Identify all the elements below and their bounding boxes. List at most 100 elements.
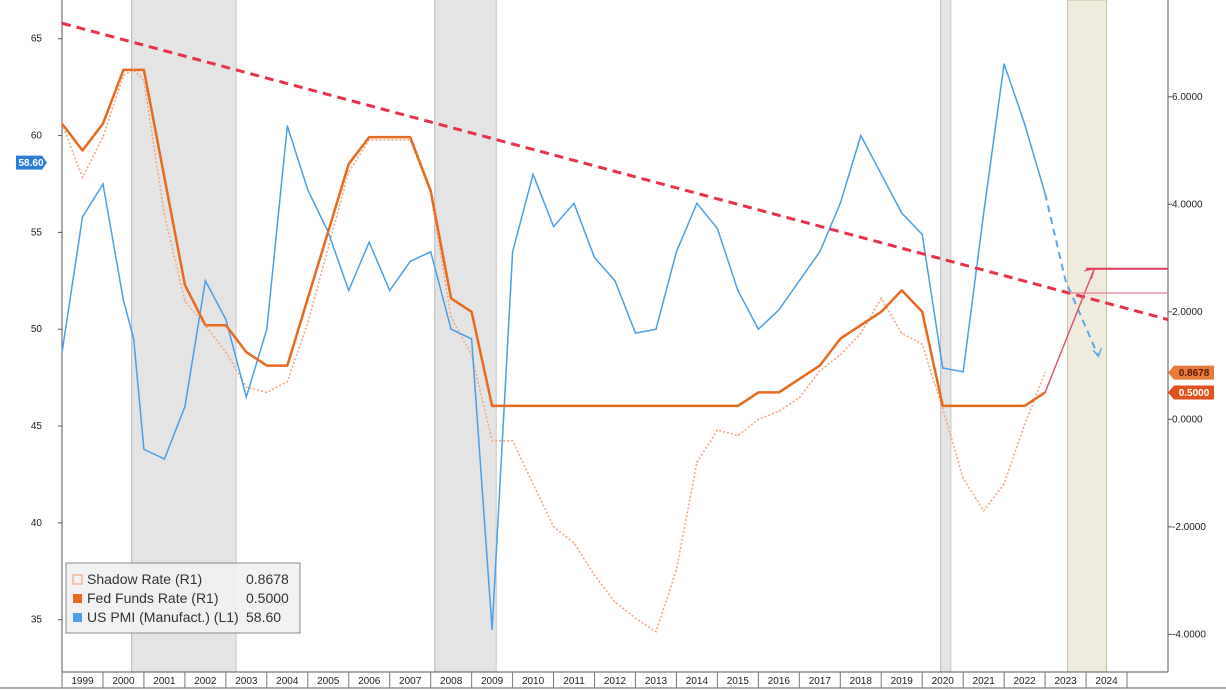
x-tick-label-2016: 2016 — [768, 676, 791, 687]
point-shadow-35 — [757, 418, 760, 421]
point-shadow-47 — [1003, 483, 1005, 485]
point-shadow-45 — [962, 477, 964, 480]
point-fed-41 — [880, 311, 883, 313]
point-fed-33 — [716, 405, 719, 407]
legend-swatch-pmi — [73, 613, 82, 622]
point-shadow-19 — [429, 192, 432, 195]
point-fed-40 — [859, 324, 862, 327]
point-pmi-30 — [655, 328, 657, 331]
point-shadow-23 — [511, 440, 514, 442]
point-fed-18 — [409, 136, 411, 138]
point-pmi-9 — [225, 318, 227, 321]
x-tick-label-2023: 2023 — [1054, 676, 1077, 687]
point-pmi-26 — [573, 202, 575, 205]
point-fed-30 — [655, 405, 657, 407]
point-shadow-11 — [266, 391, 268, 394]
point-shadow-8 — [204, 324, 207, 327]
point-shadow-9 — [225, 351, 227, 353]
x-tick-label-2004: 2004 — [276, 676, 299, 687]
point-fed-15 — [347, 163, 350, 165]
x-tick-label-2024: 2024 — [1095, 676, 1118, 687]
point-pmi-39 — [839, 202, 842, 205]
right-tick-label-4: 4.0000 — [1172, 199, 1203, 210]
left-tick-label-35: 35 — [31, 615, 43, 626]
left-tick-label-45: 45 — [31, 421, 43, 432]
legend-value-pmi: 58.60 — [246, 609, 281, 625]
point-fed-47 — [1003, 405, 1005, 407]
x-tick-label-2002: 2002 — [194, 676, 217, 687]
point-shadow-10 — [245, 386, 248, 388]
x-tick-label-2014: 2014 — [686, 676, 709, 687]
x-tick-label-1999: 1999 — [71, 676, 94, 687]
point-pmi-34 — [737, 289, 739, 292]
point-pmi-33 — [716, 227, 719, 230]
point-fed-23 — [511, 405, 514, 407]
point-fed-34 — [737, 405, 739, 407]
point-fed-21 — [470, 311, 473, 313]
point-fed-3 — [122, 69, 125, 71]
point-shadow-36 — [778, 410, 780, 413]
fed-funds-value-badge — [1168, 385, 1214, 400]
pmi-projection — [1044, 193, 1100, 357]
rate-projection-arrow — [1044, 268, 1095, 393]
pmi-trendline — [61, 21, 1169, 321]
x-tick-label-2013: 2013 — [645, 676, 668, 687]
point-shadow-17 — [388, 138, 391, 141]
x-tick-label-2009: 2009 — [481, 676, 504, 687]
forecast-band — [1067, 0, 1108, 673]
point-shadow-5 — [143, 79, 145, 82]
point-pmi-24 — [532, 173, 534, 176]
point-shadow-13 — [306, 321, 309, 324]
point-fed-25 — [552, 405, 555, 407]
point-shadow-44 — [941, 407, 944, 410]
point-pmi-45 — [962, 371, 964, 373]
legend-value-fed: 0.5000 — [246, 590, 289, 606]
shadow-rate-value-badge-text: 0.8678 — [1179, 368, 1210, 379]
point-pmi-2 — [102, 183, 104, 185]
point-fed-43 — [921, 311, 924, 313]
shade-layer — [131, 0, 1108, 673]
recession-band-0 — [131, 0, 237, 672]
point-shadow-25 — [552, 526, 555, 528]
point-pmi-0 — [61, 351, 63, 354]
point-pmi-37 — [798, 280, 801, 282]
point-fed-20 — [450, 297, 452, 300]
pmi-value-badge-text: 58.60 — [18, 158, 43, 169]
point-shadow-27 — [593, 574, 596, 577]
x-tick-label-2003: 2003 — [235, 676, 258, 687]
point-pmi-36 — [778, 309, 780, 311]
point-fed-32 — [696, 405, 698, 407]
point-fed-45 — [962, 405, 964, 407]
point-fed-7 — [184, 284, 186, 286]
point-shadow-20 — [450, 316, 452, 318]
legend-swatch-shadow — [72, 574, 83, 585]
point-shadow-26 — [573, 542, 575, 544]
point-shadow-49 — [1044, 371, 1046, 374]
point-shadow-24 — [532, 483, 534, 485]
point-shadow-39 — [839, 354, 842, 356]
point-pmi-25 — [552, 225, 555, 228]
point-fed-2 — [102, 122, 104, 125]
legend-box — [65, 562, 301, 634]
point-fed-26 — [573, 405, 575, 407]
right-tick-label-0: -4.0000 — [1172, 629, 1206, 640]
point-shadow-21 — [470, 354, 473, 356]
series-line-fed-funds — [61, 68, 1046, 408]
point-shadow-40 — [859, 332, 862, 335]
point-pmi-38 — [819, 250, 821, 253]
point-pmi-47 — [1003, 63, 1005, 65]
x-tick-label-2017: 2017 — [809, 676, 832, 687]
left-tick-label-55: 55 — [31, 227, 43, 238]
point-pmi-5 — [143, 448, 145, 451]
point-shadow-41 — [880, 297, 883, 300]
point-shadow-16 — [368, 138, 371, 141]
x-tick-label-2022: 2022 — [1014, 676, 1037, 687]
point-pmi-22 — [491, 628, 493, 631]
point-fed-5 — [143, 69, 145, 71]
left-tick-label-65: 65 — [31, 34, 43, 45]
pmi-value-badge — [16, 155, 47, 170]
point-pmi-14 — [327, 231, 330, 234]
point-shadow-3 — [122, 74, 125, 77]
point-shadow-28 — [614, 601, 616, 603]
